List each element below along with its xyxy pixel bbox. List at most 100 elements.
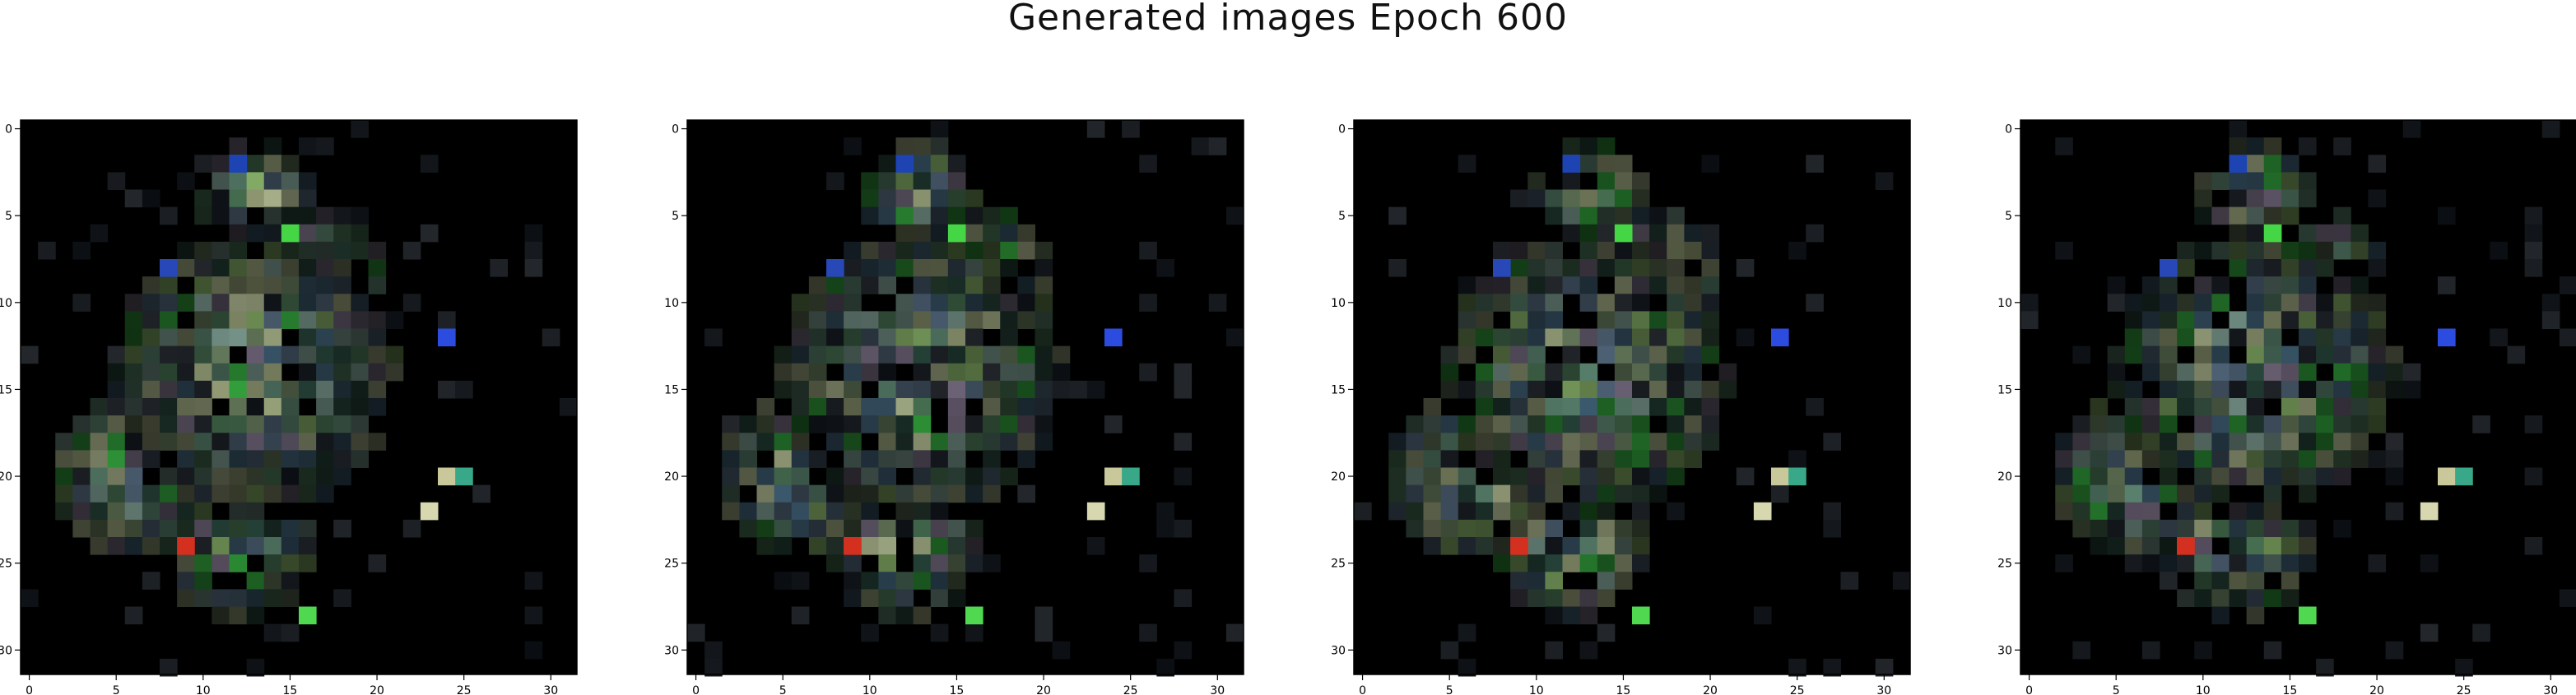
pixel xyxy=(913,484,932,503)
pixel xyxy=(1545,328,1563,347)
pixel xyxy=(1139,363,1157,382)
pixel xyxy=(930,519,949,538)
pixel xyxy=(2055,137,2073,155)
pixel xyxy=(212,519,230,538)
x-tick-label: 10 xyxy=(863,684,877,695)
pixel xyxy=(177,345,195,364)
pixel xyxy=(246,519,265,538)
pixel xyxy=(1545,259,1563,277)
pixel xyxy=(1597,467,1616,486)
pixel xyxy=(1597,345,1616,364)
pixel xyxy=(281,311,300,329)
y-tick-label: 20 xyxy=(1331,470,1346,484)
pixel xyxy=(2194,398,2212,416)
pixel xyxy=(2559,276,2576,294)
pixel xyxy=(947,467,966,486)
pixel xyxy=(878,241,896,260)
pixel xyxy=(861,241,879,260)
pixel xyxy=(2316,398,2334,416)
pixel xyxy=(299,519,317,538)
pixel xyxy=(2055,467,2073,486)
pixel xyxy=(2211,398,2230,416)
pixel xyxy=(2141,519,2160,538)
pixel xyxy=(930,224,949,243)
pixel xyxy=(2350,276,2369,294)
pixel xyxy=(983,363,1001,382)
pixel xyxy=(2246,137,2265,155)
pixel xyxy=(299,241,317,260)
pixel xyxy=(316,294,334,312)
pixel xyxy=(1614,363,1633,382)
pixel xyxy=(913,259,932,277)
pixel xyxy=(947,294,966,312)
axes-frame xyxy=(2020,119,2576,675)
pixel xyxy=(107,484,126,503)
pixel xyxy=(2333,224,2351,243)
pixel xyxy=(1510,380,1528,399)
pixel xyxy=(2211,450,2230,468)
pixel xyxy=(1632,433,1650,451)
pixel xyxy=(229,398,248,416)
pixel xyxy=(1475,328,1494,347)
pixel xyxy=(2263,484,2282,503)
pixel xyxy=(2263,294,2282,312)
pixel xyxy=(194,206,212,225)
pixel xyxy=(2141,363,2160,382)
pixel xyxy=(2299,224,2317,243)
pixel xyxy=(2141,502,2160,521)
pixel xyxy=(281,276,300,294)
pixel xyxy=(1684,345,1702,364)
pixel xyxy=(72,433,91,451)
pixel xyxy=(142,189,160,208)
pixel xyxy=(246,484,265,503)
pixel xyxy=(1684,415,1702,433)
pixel xyxy=(246,155,265,173)
pixel xyxy=(263,554,282,572)
pixel xyxy=(1493,363,1511,382)
pixel xyxy=(194,415,212,433)
pixel xyxy=(1000,206,1018,225)
pixel xyxy=(1510,415,1528,433)
pixel xyxy=(965,537,983,555)
pixel xyxy=(263,172,282,190)
pixel xyxy=(1823,433,1841,451)
pixel xyxy=(808,363,827,382)
pixel xyxy=(246,345,265,364)
pixel xyxy=(2368,259,2387,277)
pixel xyxy=(1174,467,1193,486)
pixel xyxy=(1458,502,1476,521)
pixel xyxy=(2211,433,2230,451)
pixel xyxy=(1597,415,1616,433)
pixel xyxy=(2211,172,2230,190)
pixel xyxy=(1562,189,1581,208)
pixel xyxy=(1475,415,1494,433)
pixel xyxy=(2368,345,2387,364)
pixel xyxy=(1458,433,1476,451)
pixel xyxy=(2559,589,2576,607)
pixel xyxy=(124,398,143,416)
pixel xyxy=(438,380,456,399)
pixel xyxy=(1406,415,1424,433)
pixel xyxy=(2090,467,2109,486)
pixel xyxy=(930,189,949,208)
bright-pixel xyxy=(229,155,248,173)
pixel xyxy=(965,623,983,642)
pixel xyxy=(2211,294,2230,312)
pixel xyxy=(2246,380,2265,399)
pixel xyxy=(913,294,932,312)
pixel xyxy=(844,589,862,607)
pixel xyxy=(947,241,966,260)
pixel xyxy=(1597,328,1616,347)
pixel xyxy=(983,433,1001,451)
pixel xyxy=(1597,189,1616,208)
pixel xyxy=(1823,502,1841,521)
pixel xyxy=(90,450,109,468)
pixel xyxy=(895,502,914,521)
x-tick-label: 5 xyxy=(1446,684,1453,695)
pixel xyxy=(160,276,178,294)
pixel xyxy=(1458,311,1476,329)
pixel xyxy=(1667,294,1685,312)
pixel xyxy=(281,623,300,642)
pixel xyxy=(2281,206,2299,225)
pixel xyxy=(2333,345,2351,364)
